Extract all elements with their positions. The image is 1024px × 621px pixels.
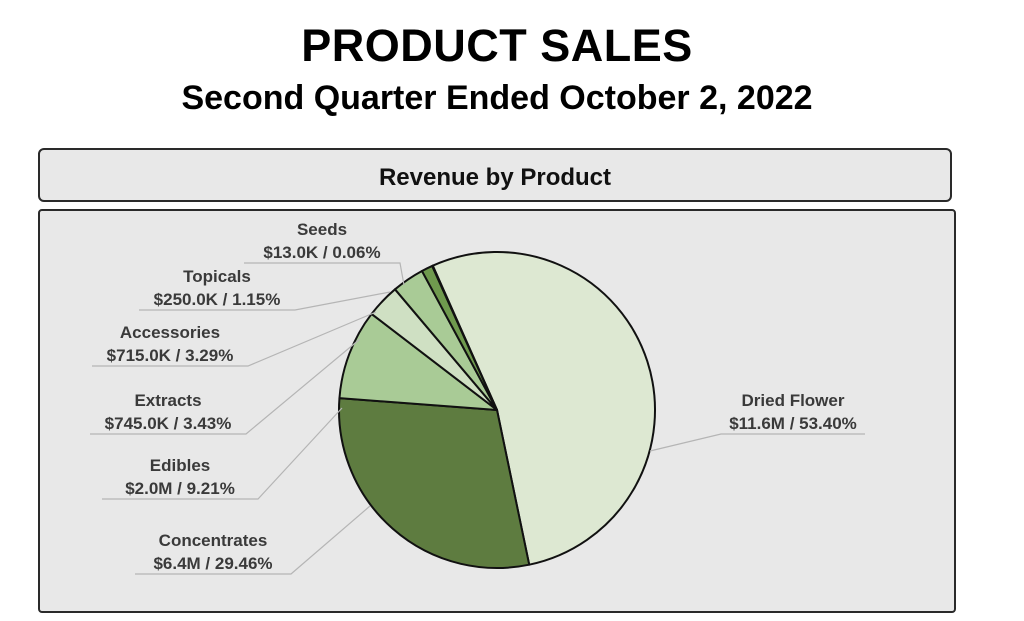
leader-line-edibles [102,407,343,500]
label-value-concentrates: $6.4M / 29.46% [153,554,272,573]
label-name-extracts: Extracts [134,391,201,410]
leader-line-seeds [244,262,405,286]
leader-line-extracts [90,338,361,435]
label-name-topicals: Topicals [183,267,251,286]
label-value-edibles: $2.0M / 9.21% [125,479,235,498]
label-name-edibles: Edibles [150,456,210,475]
pie-labels: Dried Flower $11.6M / 53.40% Concentrates $… [90,220,865,575]
leader-line-dried-flower [649,433,865,452]
pie-slice-edibles [338,312,498,411]
label-value-accessories: $715.0K / 3.29% [107,346,234,365]
page-subtitle: Second Quarter Ended October 2, 2022 [181,79,813,117]
pie-slice-seeds [431,264,498,411]
pie-slice-dried-flower [431,251,656,566]
label-name-dried-flower: Dried Flower [742,391,845,410]
label-value-extracts: $745.0K / 3.43% [105,414,232,433]
label-value-dried-flower: $11.6M / 53.40% [729,414,857,433]
pie-slice-concentrates [338,397,531,569]
leader-line-concentrates [135,505,371,575]
leader-line-accessories [92,311,377,367]
label-name-concentrates: Concentrates [159,531,268,550]
label-value-topicals: $250.0K / 1.15% [154,290,281,309]
chart-title: Revenue by Product [378,164,612,191]
pie-slices [338,251,656,569]
leader-line-topicals [139,291,391,311]
label-name-accessories: Accessories [120,323,220,342]
label-name-seeds: Seeds [297,220,347,239]
label-value-seeds: $13.0K / 0.06% [263,243,380,262]
page-title: PRODUCT SALES [301,20,693,71]
chart-title-bar: Revenue by Product [38,148,952,202]
